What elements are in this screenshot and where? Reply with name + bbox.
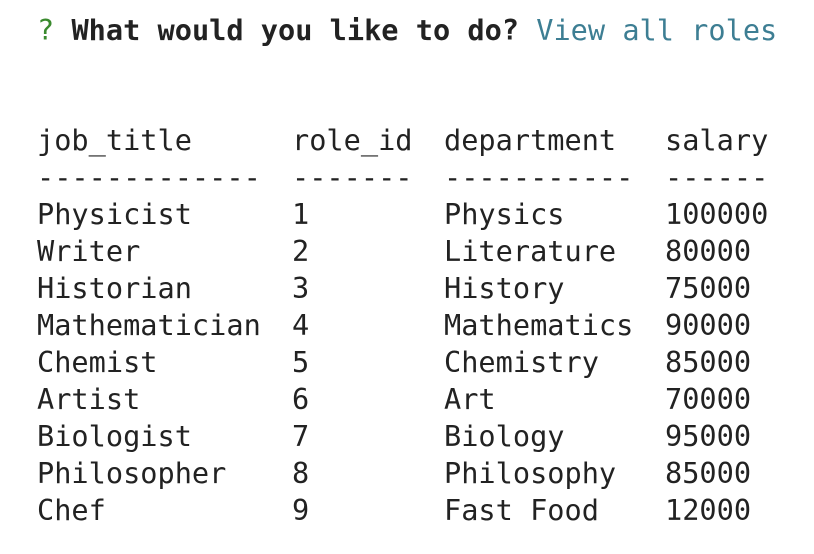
prompt-question: What would you like to do?: [71, 13, 520, 47]
cell-job-title: Artist: [37, 382, 141, 416]
cell-salary: 100000: [665, 197, 769, 231]
separator-salary: ------: [665, 160, 769, 194]
table-row: Philosopher 8 Philosophy 85000: [37, 455, 751, 492]
header-job-title: job_title: [37, 123, 192, 157]
cell-job-title: Physicist: [37, 197, 192, 231]
cell-department: Physics: [444, 197, 565, 231]
cell-department: Biology: [444, 419, 565, 453]
cell-role-id: 9: [292, 493, 310, 527]
cell-job-title: Philosopher: [37, 456, 227, 490]
cell-department: Art: [444, 382, 496, 416]
table-row: Mathematician 4 Mathematics 90000: [37, 307, 751, 344]
prompt-selected-answer: View all roles: [536, 13, 778, 47]
cell-job-title: Biologist: [37, 419, 192, 453]
table-row: Biologist 7 Biology 95000: [37, 418, 751, 455]
cell-role-id: 6: [292, 382, 310, 416]
cell-role-id: 1: [292, 197, 310, 231]
table-row: Physicist 1 Physics 100000: [37, 196, 768, 233]
cell-job-title: Writer: [37, 234, 141, 268]
table-header-row: job_title role_id department salary: [37, 122, 768, 159]
cell-department: Chemistry: [444, 345, 599, 379]
cell-role-id: 8: [292, 456, 310, 490]
cell-role-id: 2: [292, 234, 310, 268]
table-separator-row: ------------- ------- ----------- ------: [37, 159, 768, 196]
table-row: Writer 2 Literature 80000: [37, 233, 751, 270]
header-role-id: role_id: [292, 123, 413, 157]
table-row: Chef 9 Fast Food 12000: [37, 492, 751, 529]
cell-role-id: 7: [292, 419, 310, 453]
roles-table: job_title role_id department salary ----…: [37, 122, 768, 529]
cell-salary: 90000: [665, 308, 752, 342]
header-salary: salary: [665, 123, 769, 157]
table-row: Chemist 5 Chemistry 85000: [37, 344, 751, 381]
prompt-question-mark: ?: [37, 13, 55, 47]
cell-department: Fast Food: [444, 493, 599, 527]
cell-salary: 12000: [665, 493, 752, 527]
cell-salary: 75000: [665, 271, 752, 305]
cell-department: Mathematics: [444, 308, 634, 342]
cell-role-id: 4: [292, 308, 310, 342]
cell-job-title: Chemist: [37, 345, 158, 379]
cell-role-id: 3: [292, 271, 310, 305]
cell-job-title: Historian: [37, 271, 192, 305]
cell-salary: 85000: [665, 345, 752, 379]
cell-salary: 80000: [665, 234, 752, 268]
separator-department: -----------: [444, 160, 634, 194]
cell-role-id: 5: [292, 345, 310, 379]
separator-job-title: -------------: [37, 160, 261, 194]
cell-department: History: [444, 271, 565, 305]
cell-salary: 85000: [665, 456, 752, 490]
table-row: Historian 3 History 75000: [37, 270, 751, 307]
cell-job-title: Chef: [37, 493, 106, 527]
prompt-line: ? What would you like to do? View all ro…: [37, 12, 777, 49]
cell-department: Philosophy: [444, 456, 617, 490]
cell-salary: 70000: [665, 382, 752, 416]
cell-salary: 95000: [665, 419, 752, 453]
cell-job-title: Mathematician: [37, 308, 261, 342]
table-row: Artist 6 Art 70000: [37, 381, 751, 418]
header-department: department: [444, 123, 617, 157]
separator-role-id: -------: [292, 160, 413, 194]
cell-department: Literature: [444, 234, 617, 268]
